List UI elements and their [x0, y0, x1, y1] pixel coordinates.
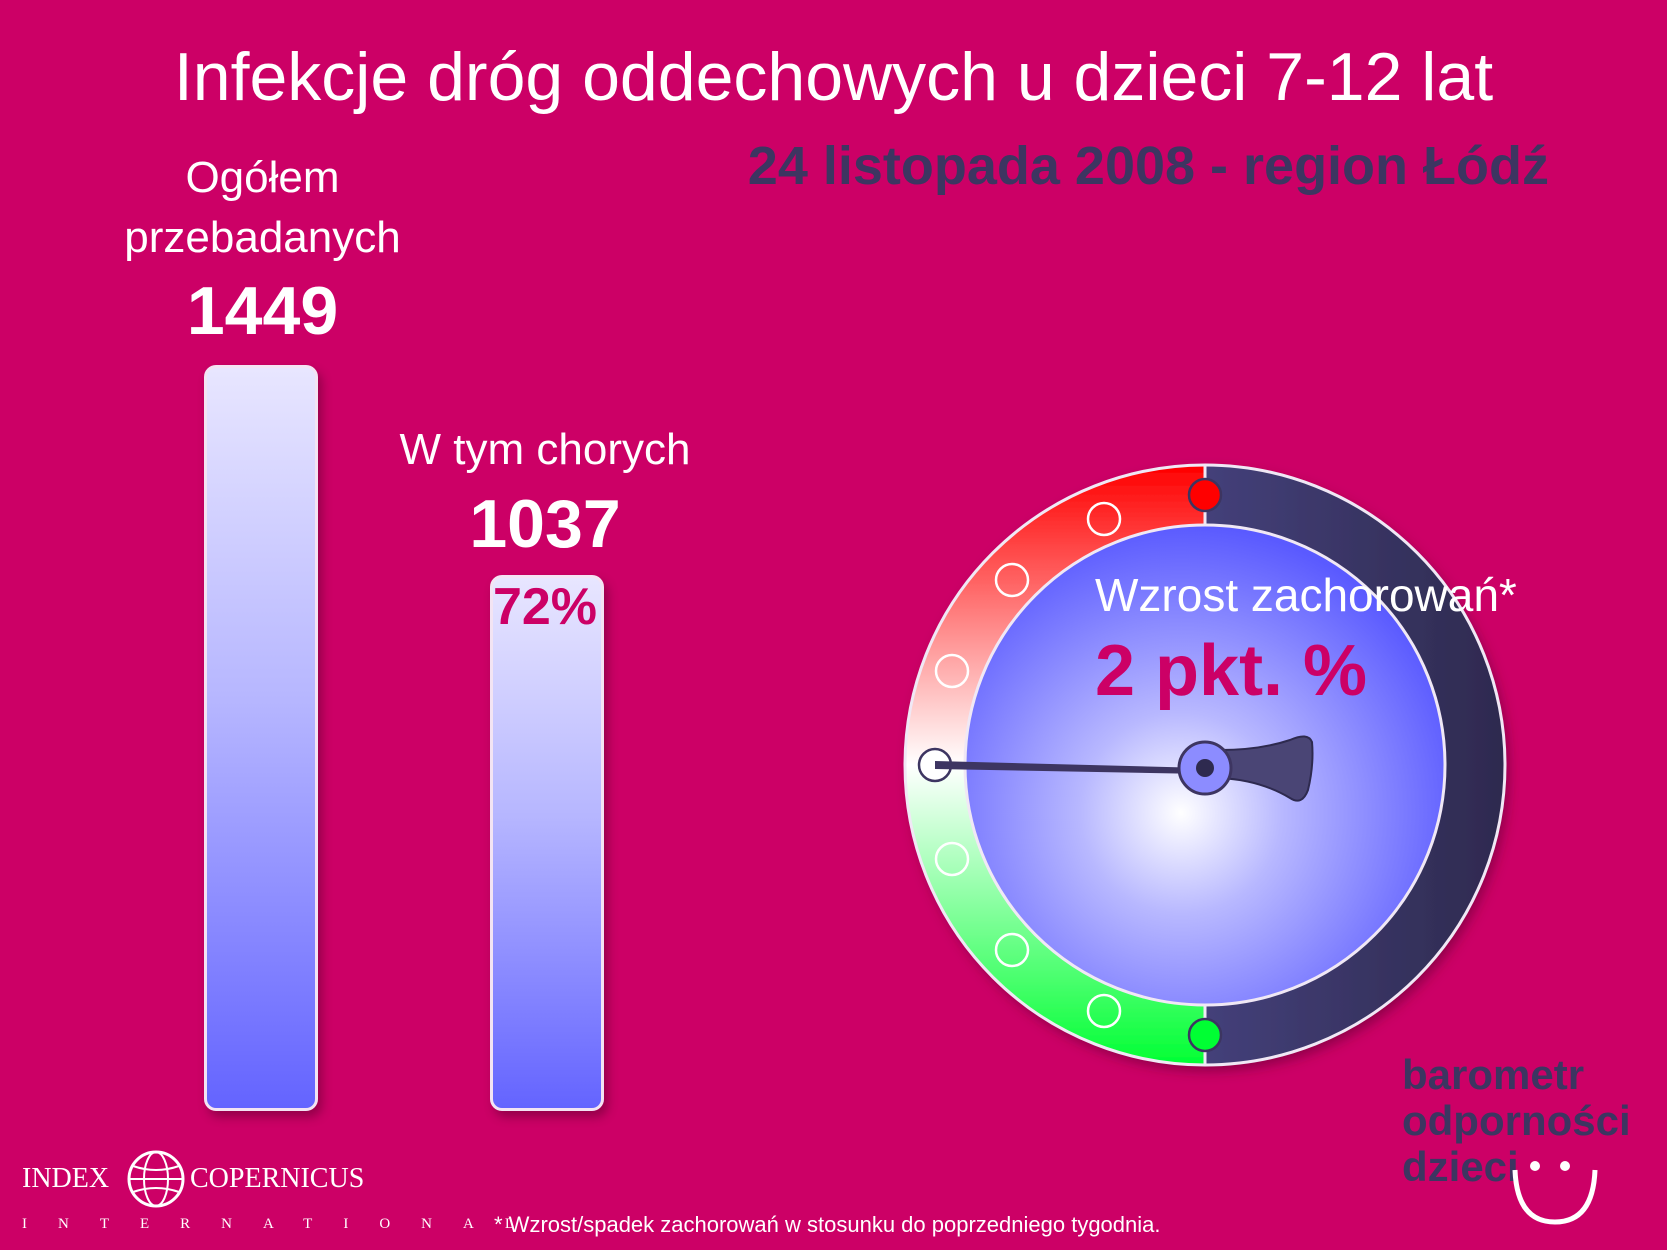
brand-line3: dzieci [1402, 1143, 1519, 1190]
gauge-dial [903, 463, 1507, 1067]
gauge-value: 2 pkt. % [1095, 631, 1368, 711]
brand-line2: odporności [1402, 1097, 1631, 1144]
logo-text-left: INDEX [22, 1163, 110, 1194]
bar-sick [490, 575, 604, 1111]
logo-subtitle: INTERNATIONAL [22, 1216, 545, 1232]
footnote: * Wzrost/spadek zachorowań w stosunku do… [494, 1212, 1161, 1237]
gauge-label: Wzrost zachorowań* [1095, 569, 1517, 621]
brand-line1: barometr [1402, 1051, 1585, 1098]
bar-sick-label: W tym chorych [399, 425, 691, 474]
bar-total-label-line2: przebadanych [124, 213, 401, 262]
logo-text-right: COPERNICUS [190, 1163, 365, 1194]
chart-title: Infekcje dróg oddechowych u dzieci 7-12 … [173, 39, 1494, 115]
bar-sick-percent: 72% [492, 578, 598, 636]
gauge-ticks [917, 477, 1223, 1053]
chart-subtitle: 24 listopada 2008 - region Łódź [747, 136, 1549, 196]
smiley-icon [1512, 1161, 1598, 1225]
bar-total-label: Ogółem przebadanych [80, 148, 445, 268]
bar-sick-value: 1037 [469, 486, 621, 562]
bar-total-label-line1: Ogółem [185, 153, 340, 202]
bar-total-value: 1449 [186, 273, 339, 349]
bar-total [204, 365, 318, 1111]
brand-logo: barometr odporności dzieci [1402, 1052, 1631, 1190]
globe-icon [127, 1150, 185, 1208]
gauge-needle [935, 735, 1314, 802]
